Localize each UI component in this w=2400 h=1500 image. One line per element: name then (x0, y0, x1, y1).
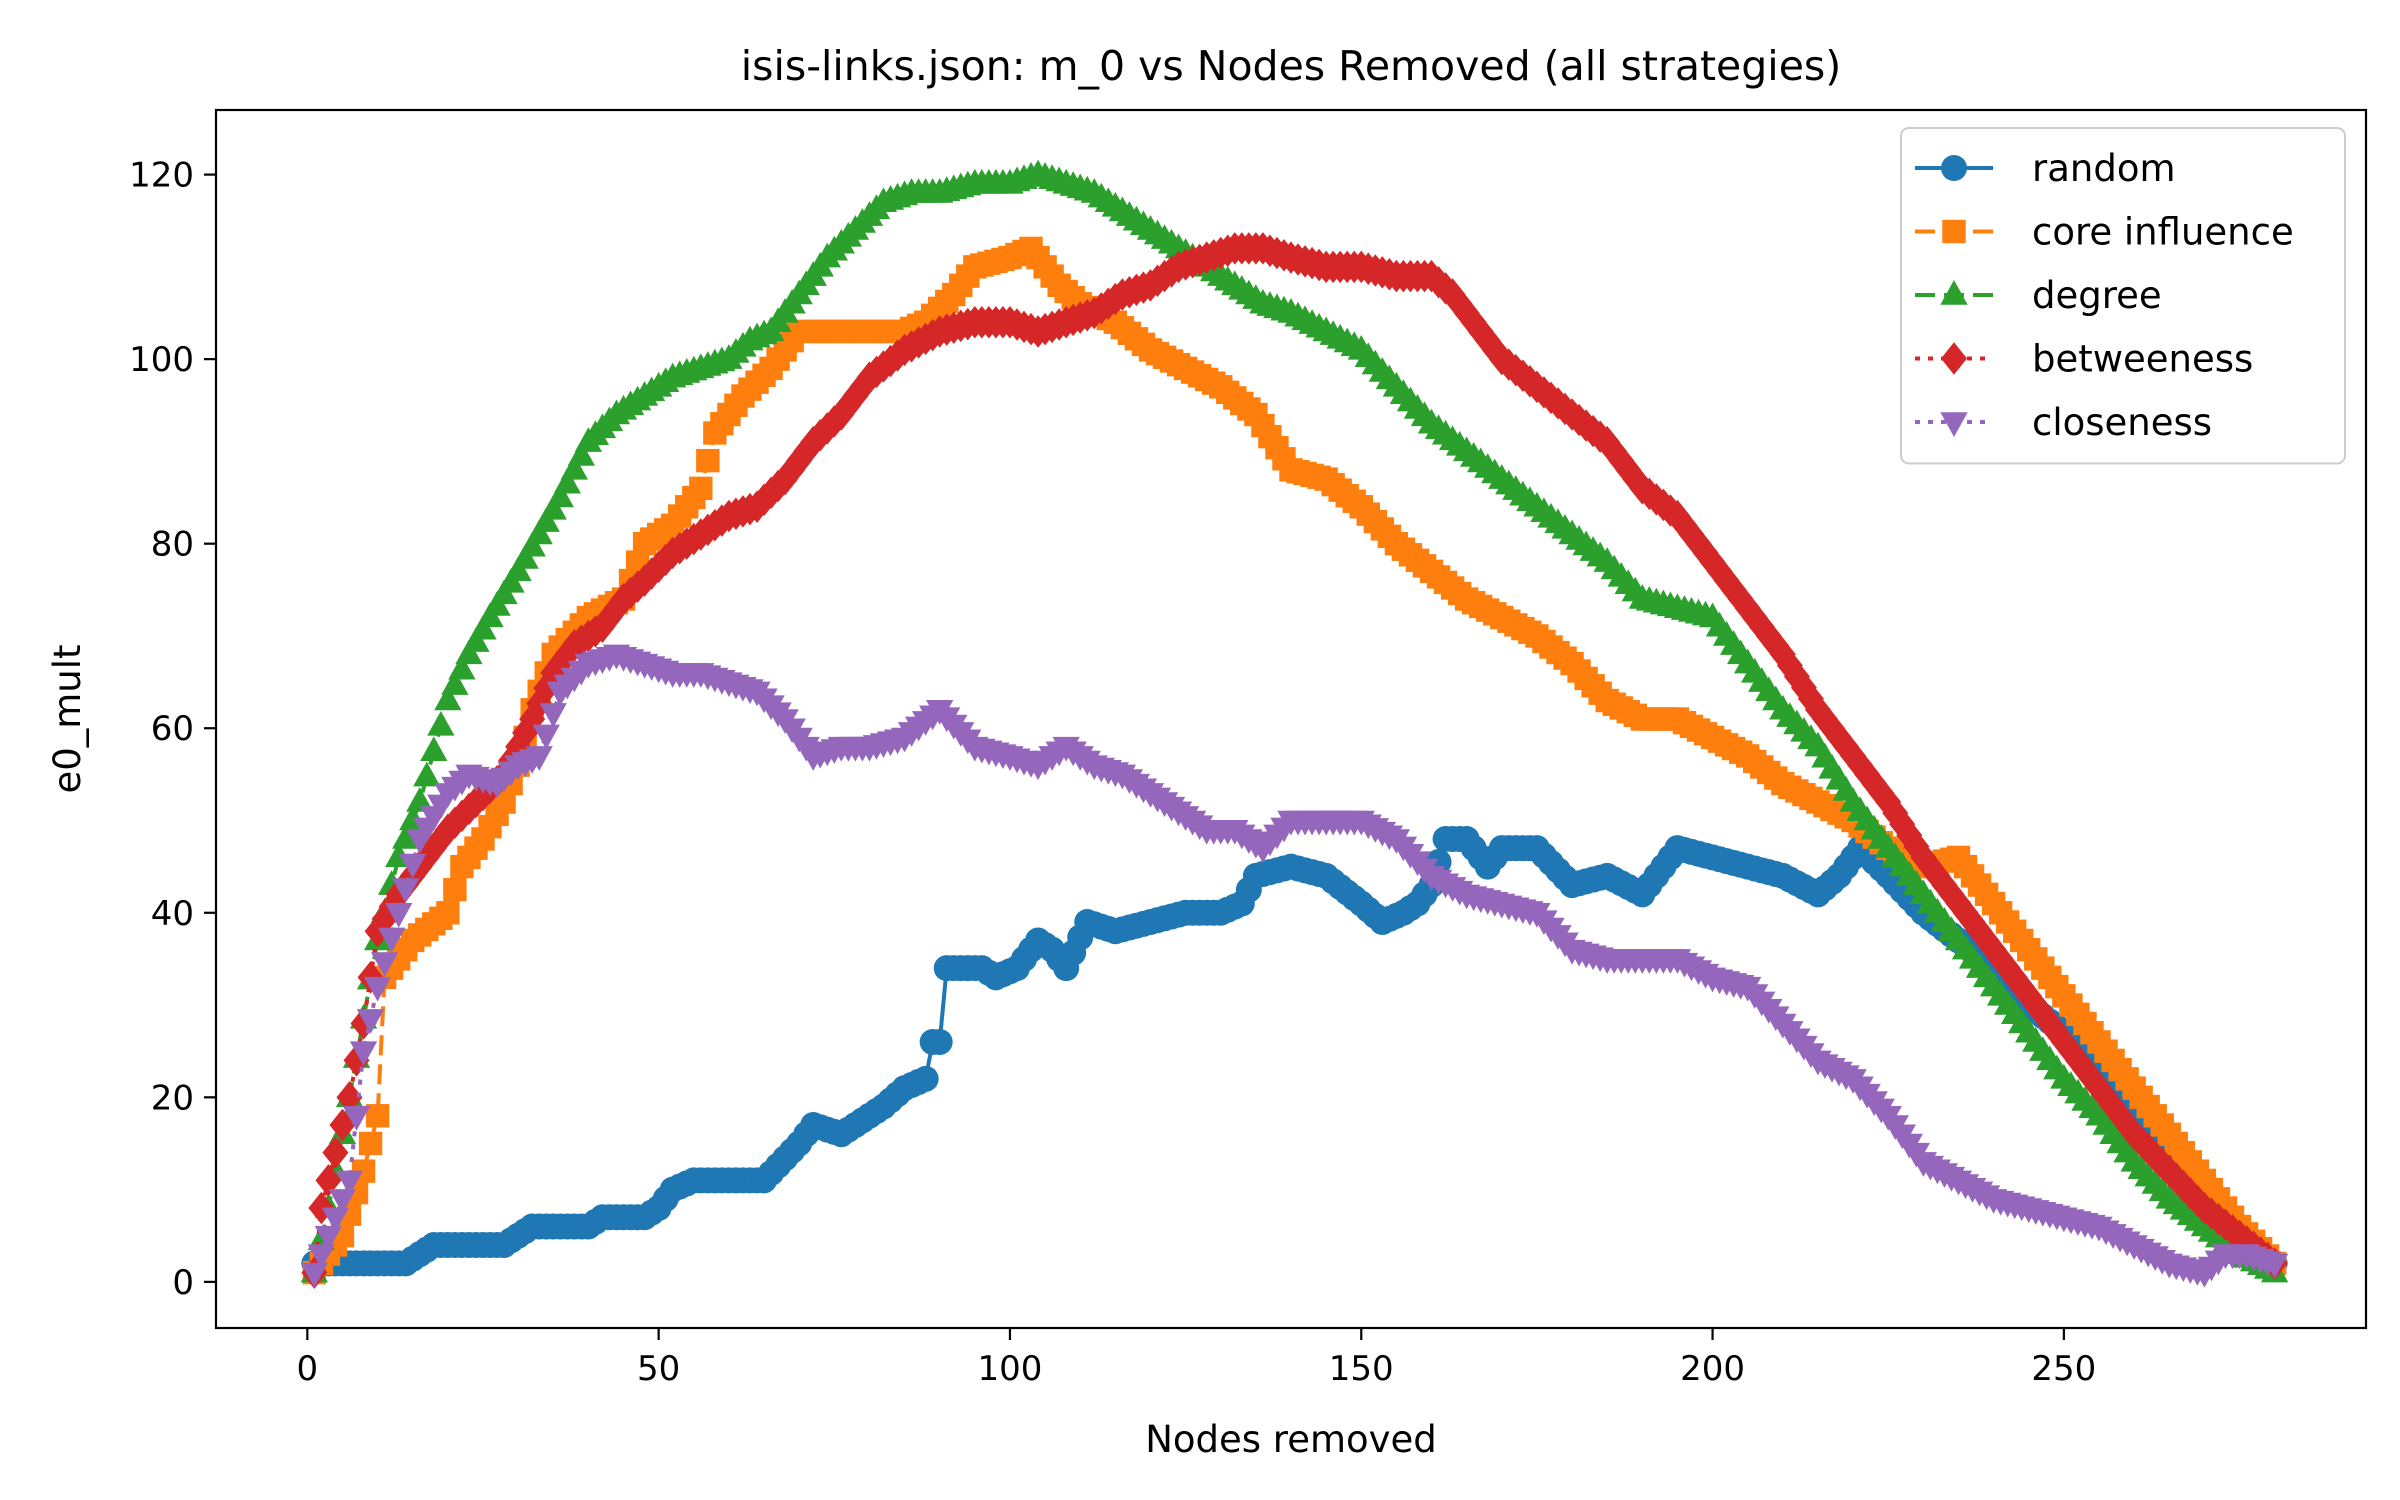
data-point (427, 710, 455, 736)
data-point (525, 746, 553, 771)
chart-title: isis-links.json: m_0 vs Nodes Removed (a… (741, 42, 1842, 90)
x-axis: 0 50 100 150 200 250 (297, 1328, 2096, 1389)
data-point (560, 454, 588, 480)
y-tick-label: 120 (129, 156, 194, 196)
plot-frame (214, 108, 2368, 1330)
legend-box (1900, 127, 2346, 465)
legend-marker (1941, 155, 1967, 181)
data-point (307, 1244, 336, 1270)
data-point (532, 724, 560, 750)
data-point (567, 441, 596, 466)
data-point (321, 1207, 350, 1233)
data-point (356, 1009, 385, 1034)
y-tick-label: 60 (151, 709, 194, 749)
data-point (349, 1041, 378, 1067)
data-point (434, 685, 462, 711)
y-tick-label: 40 (151, 894, 194, 934)
data-point (328, 1189, 357, 1214)
x-tick-label: 100 (978, 1349, 1043, 1389)
data-point (385, 903, 413, 928)
y-tick-label: 0 (172, 1263, 194, 1303)
data-point (322, 1136, 349, 1169)
data-point (2261, 1253, 2289, 1279)
data-point (399, 853, 427, 879)
legend-marker (1942, 219, 1966, 244)
data-point (358, 1131, 383, 1156)
y-axis: 0 20 40 60 80 100 120 (129, 156, 216, 1303)
data-point (448, 654, 476, 680)
legend-label: betweeness (2032, 338, 2253, 381)
legend: random core influence degree betweeness clos… (1900, 127, 2346, 465)
data-point (413, 761, 441, 787)
y-tick-label: 20 (151, 1078, 194, 1118)
data-point (406, 787, 434, 812)
legend-item: closeness (1915, 401, 2212, 444)
x-tick-label: 50 (637, 1349, 680, 1389)
legend-marker (1940, 280, 1968, 305)
series-closeness (300, 644, 2289, 1288)
legend-item: betweeness (1915, 338, 2253, 381)
data-point (342, 1106, 371, 1131)
data-point (370, 952, 399, 977)
legend-label: core influence (2032, 211, 2294, 254)
x-tick-label: 150 (1329, 1349, 1394, 1389)
legend-item: degree (1915, 274, 2162, 317)
data-point (420, 736, 448, 762)
data-point (300, 1262, 329, 1288)
data-point (378, 927, 406, 953)
data-point (335, 1170, 364, 1196)
legend-marker (1940, 412, 1968, 437)
data-point (696, 448, 720, 473)
legend-label: degree (2032, 274, 2162, 317)
data-point (392, 878, 420, 904)
data-point (363, 976, 392, 1002)
x-tick-label: 0 (297, 1349, 319, 1389)
legend-label: random (2032, 147, 2176, 190)
x-tick-label: 200 (1680, 1349, 1745, 1389)
data-point (689, 476, 713, 501)
y-tick-label: 80 (151, 525, 194, 565)
data-point (926, 1028, 953, 1055)
y-axis-label: e0_mult (46, 644, 89, 793)
data-point (365, 1104, 390, 1128)
data-point (314, 1225, 343, 1251)
data-point (912, 1065, 939, 1092)
legend-item: random (1915, 147, 2176, 190)
legend-marker (1941, 342, 1967, 375)
data-point (546, 482, 574, 508)
data-point (315, 1164, 342, 1197)
legend-label: closeness (2032, 401, 2212, 444)
data-point (436, 901, 460, 925)
data-point (553, 468, 581, 494)
x-tick-label: 250 (2031, 1349, 2096, 1389)
y-tick-label: 100 (129, 340, 194, 380)
x-axis-label: Nodes removed (1145, 1418, 1437, 1461)
series-degree (300, 159, 2289, 1283)
data-point (441, 670, 469, 695)
data-point (443, 878, 467, 902)
legend-item: core influence (1915, 211, 2294, 254)
data-point (392, 824, 420, 849)
series-layer (300, 159, 2289, 1289)
data-point (539, 703, 567, 728)
series-betweeness (301, 232, 2288, 1289)
